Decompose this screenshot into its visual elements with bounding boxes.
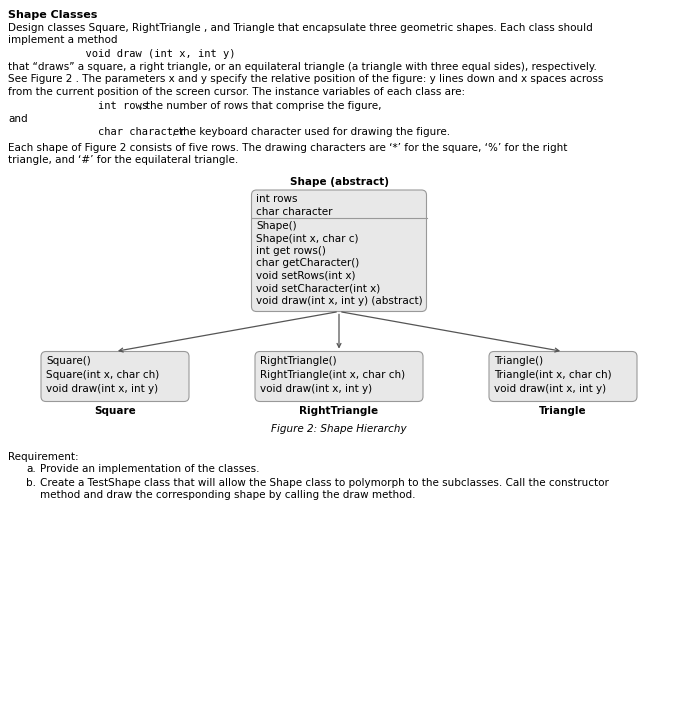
Text: Requirement:: Requirement: [8,451,79,462]
Text: Square(int x, char ch): Square(int x, char ch) [46,369,159,379]
FancyBboxPatch shape [252,190,426,312]
Text: Shape(int x, char c): Shape(int x, char c) [256,233,359,243]
Text: RightTriangle(): RightTriangle() [260,356,336,366]
Text: and: and [8,114,28,124]
Text: int rows: int rows [48,101,148,111]
Text: void draw(int x, int y): void draw(int x, int y) [494,384,606,394]
Text: a.: a. [26,464,36,474]
Text: char character: char character [48,127,186,137]
Text: Square(): Square() [46,356,91,366]
Text: Figure 2: Shape Hierarchy: Figure 2: Shape Hierarchy [271,423,407,433]
Text: b.: b. [26,477,36,487]
Text: , the keyboard character used for drawing the figure.: , the keyboard character used for drawin… [169,127,450,137]
Text: Triangle(): Triangle() [494,356,543,366]
Text: RightTriangle: RightTriangle [300,407,378,416]
Text: void draw(int x, int y) (abstract): void draw(int x, int y) (abstract) [256,296,423,306]
Text: int rows: int rows [256,194,298,204]
Text: that “draws” a square, a right triangle, or an equilateral triangle (a triangle : that “draws” a square, a right triangle,… [8,62,603,96]
Text: RightTriangle(int x, char ch): RightTriangle(int x, char ch) [260,369,405,379]
Text: int get rows(): int get rows() [256,246,326,256]
Text: char character: char character [256,207,333,217]
Text: Design classes Square, RightTriangle , and Triangle that encapsulate three geome: Design classes Square, RightTriangle , a… [8,23,593,45]
Text: void draw (int x, int y): void draw (int x, int y) [48,49,235,59]
Text: void draw(int x, int y): void draw(int x, int y) [46,384,158,394]
Text: void setCharacter(int x): void setCharacter(int x) [256,284,381,294]
Text: Triangle(int x, char ch): Triangle(int x, char ch) [494,369,612,379]
Text: Shape(): Shape() [256,221,297,231]
Text: Shape (abstract): Shape (abstract) [290,177,388,187]
Text: Provide an implementation of the classes.: Provide an implementation of the classes… [40,464,260,474]
Text: Triangle: Triangle [539,407,587,416]
Text: Square: Square [94,407,136,416]
FancyBboxPatch shape [255,351,423,402]
Text: , the number of rows that comprise the figure,: , the number of rows that comprise the f… [136,101,382,111]
Text: char getCharacter(): char getCharacter() [256,258,360,269]
FancyBboxPatch shape [489,351,637,402]
Text: Each shape of Figure 2 consists of five rows. The drawing characters are ‘*’ for: Each shape of Figure 2 consists of five … [8,143,567,166]
Text: Shape Classes: Shape Classes [8,10,98,20]
Text: void setRows(int x): void setRows(int x) [256,271,356,281]
FancyBboxPatch shape [41,351,189,402]
Text: void draw(int x, int y): void draw(int x, int y) [260,384,372,394]
Text: Create a TestShape class that will allow the Shape class to polymorph to the sub: Create a TestShape class that will allow… [40,477,609,500]
